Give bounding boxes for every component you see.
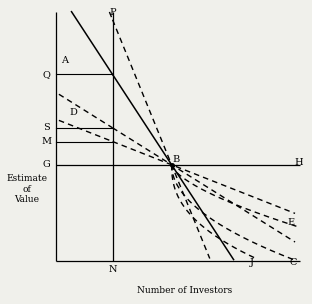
Text: Number of Investors: Number of Investors (137, 286, 233, 295)
Text: N: N (108, 265, 117, 274)
Text: M: M (42, 137, 52, 146)
Text: Estimate
of
Value: Estimate of Value (6, 174, 47, 204)
Text: E: E (287, 218, 295, 227)
Text: A: A (61, 56, 68, 65)
Text: C: C (290, 258, 297, 267)
Text: B: B (172, 155, 179, 164)
Text: G: G (43, 160, 51, 169)
Text: Q: Q (43, 70, 51, 79)
Text: J: J (250, 258, 254, 267)
Text: S: S (43, 123, 50, 132)
Text: D: D (70, 108, 78, 117)
Text: H: H (295, 157, 303, 167)
Text: P: P (109, 9, 116, 17)
